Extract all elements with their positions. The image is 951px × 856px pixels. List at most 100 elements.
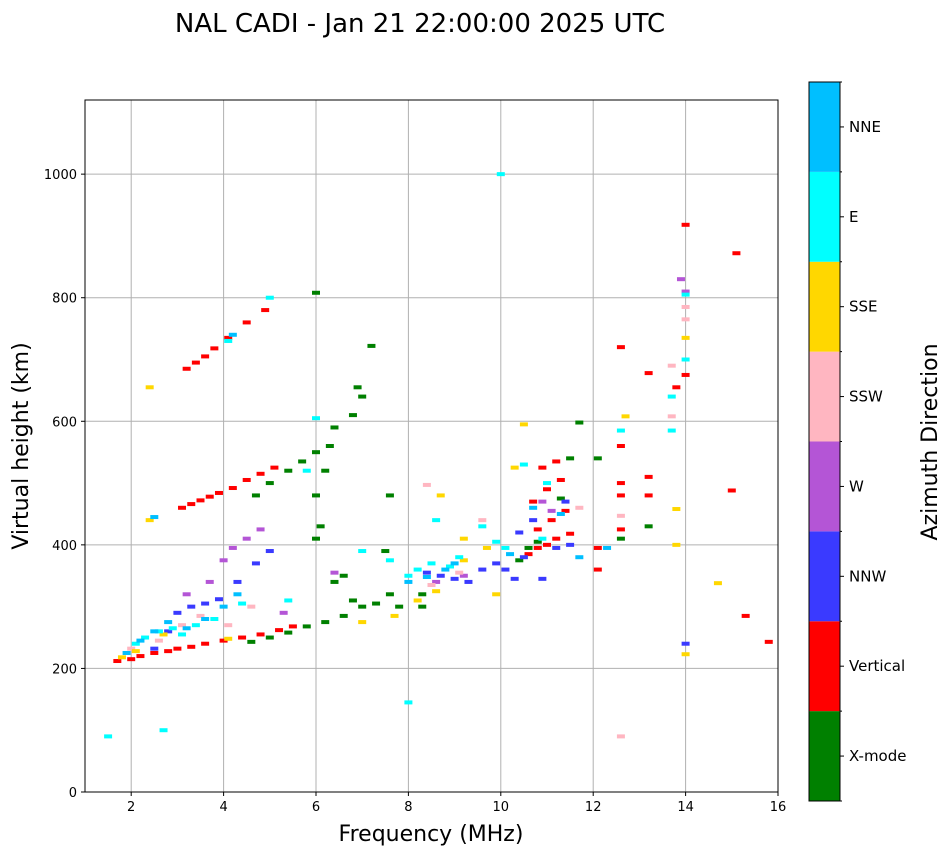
echo-point-nne [506,552,515,557]
echo-point-vertical [644,474,653,479]
colorbar-label: Azimuth Direction [918,343,943,540]
echo-point-e [238,601,247,606]
echo-point-ssw [616,734,625,739]
echo-point-e [302,468,311,473]
echo-point-vertical [238,635,247,640]
colorbar-swatch-sse [809,261,840,352]
echo-point-w [681,289,690,294]
colorbar-frame [808,81,841,802]
echo-point-x-mode [316,524,325,529]
echo-point-x-mode [265,481,274,486]
echo-point-sse [621,414,630,419]
echo-point-vertical [616,493,625,498]
echo-point-w [228,545,237,550]
echo-point-ssw [224,623,233,628]
echo-point-e [445,564,454,569]
echo-point-nnw [436,573,445,578]
echo-point-vertical [566,531,575,536]
echo-point-e [191,623,200,628]
x-tick-label: 2 [127,800,135,815]
echo-point-e [413,567,422,572]
x-tick-label: 12 [585,800,602,815]
echo-point-vertical [543,542,551,547]
echo-point-ssw [247,604,256,609]
echo-point-vertical [196,498,205,503]
echo-point-sse [681,652,690,657]
echo-point-e [432,518,441,523]
colorbar-tick-label: E [849,208,858,226]
echo-point-sse [672,507,681,512]
echo-point-sse [131,649,140,654]
echo-point-e [478,524,487,529]
x-tick-label: 8 [404,800,412,815]
echo-point-w [538,499,547,504]
colorbar-swatch-vertical [809,621,840,712]
echo-point-x-mode [566,456,575,461]
echo-point-vertical [201,641,210,646]
echo-point-vertical [552,536,561,541]
echo-point-w [330,570,339,575]
echo-point-sse [145,518,154,523]
echo-point-x-mode [395,604,404,609]
echo-point-sse [492,592,501,597]
echo-point-w [432,579,441,584]
echo-point-nne [441,567,450,572]
echo-point-x-mode [265,635,274,640]
echo-point-vertical [681,372,690,377]
y-tick-label: 400 [52,539,77,554]
echo-point-ssw [422,482,431,487]
echo-point-nnw [150,646,159,651]
echo-point-x-mode [348,413,357,418]
echo-point-ssw [427,583,436,588]
echo-point-sse [224,636,233,641]
echo-point-e [455,555,464,560]
echo-point-vertical [644,371,653,376]
echo-point-sse [672,542,681,547]
echo-point-nne [603,545,612,550]
echo-point-w [205,579,214,584]
echo-point-e [210,617,219,621]
echo-point-nnw [251,561,260,566]
y-axis-label: Virtual height (km) [9,342,34,549]
echo-point-nnw [492,561,501,566]
echo-point-nnw [450,576,459,581]
echo-point-x-mode [325,444,334,448]
echo-point-nnw [173,610,182,615]
echo-point-vertical [727,488,736,493]
echo-point-x-mode [616,536,625,541]
echo-point-ssw [178,623,187,628]
y-axis-ticks: 0 200 400 600 800 1000 [44,168,85,801]
echo-point-ssw [127,646,136,651]
echo-point-vertical [205,494,214,499]
echo-point-vertical [224,335,233,340]
plot-frame [84,99,779,793]
echo-point-vertical [616,444,625,448]
colorbar-swatch-w [809,441,840,532]
echo-point-vertical [150,650,159,655]
echo-point-vertical [178,505,187,510]
echo-point-vertical [556,477,565,482]
echo-point-vertical [616,345,625,350]
echo-point-vertical [538,465,547,470]
echo-point-nne [450,561,459,566]
echo-point-sse [459,536,468,541]
echo-point-x-mode [575,420,584,425]
colorbar-swatch-x-mode [809,711,840,801]
echo-point-vertical [593,567,602,572]
echo-point-e [404,573,413,578]
echo-point-vertical [681,222,690,227]
echo-point-e [492,539,501,544]
echo-point-e [616,428,625,433]
echo-point-nnw [464,579,473,584]
echo-point-nnw [681,641,690,646]
echo-point-x-mode [367,343,376,348]
echo-point-nne [150,515,159,520]
echo-point-x-mode [533,539,542,544]
echo-point-ssw [455,570,464,575]
echo-point-nne [575,555,584,560]
echo-point-nnw [529,518,538,523]
echo-point-nnw [187,604,196,609]
echo-point-vertical [533,545,542,550]
echo-point-e [168,626,177,631]
echo-point-sse [482,545,491,550]
